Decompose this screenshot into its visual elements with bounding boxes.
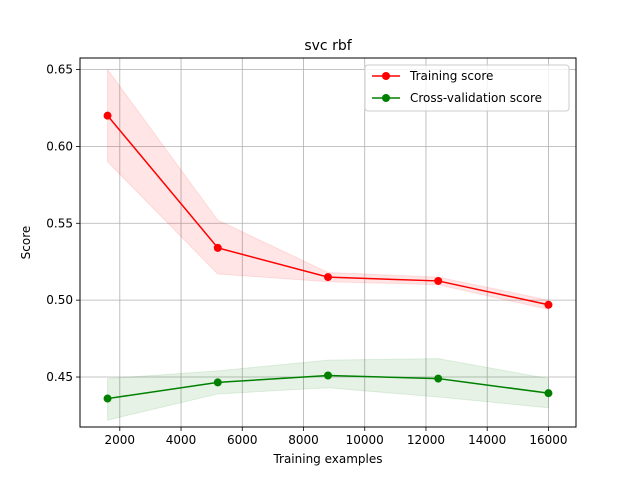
chart-title: svc rbf — [304, 38, 352, 54]
series-1-point — [544, 389, 553, 398]
legend: Training score Cross-validation score — [364, 64, 570, 112]
series-points — [103, 111, 553, 403]
x-tick-label: 16000 — [529, 433, 567, 447]
y-tick-label: 0.60 — [46, 139, 73, 153]
series-0-point — [213, 243, 222, 252]
legend-marker-0 — [382, 72, 390, 80]
series-1-confidence-band — [107, 358, 549, 421]
series-0-point — [434, 276, 443, 285]
series-1-point — [434, 374, 443, 383]
x-axis-label: Training examples — [272, 452, 382, 466]
series-1-point — [324, 371, 332, 380]
series-1-point — [103, 394, 112, 403]
x-tick-label: 12000 — [407, 433, 445, 447]
axis-ticks: 2000 4000 6000 8000 10000 12000 14000 16000 0.45… — [46, 63, 567, 447]
x-tick-label: 6000 — [227, 433, 258, 447]
y-tick-label: 0.50 — [46, 293, 73, 307]
series-1-point — [213, 378, 222, 387]
x-tick-label: 10000 — [346, 433, 384, 447]
axes-frame — [79, 57, 577, 428]
x-tick-label: 8000 — [288, 433, 319, 447]
x-tick-label: 4000 — [166, 433, 197, 447]
legend-label-0: Training score — [409, 69, 493, 83]
series-0-point — [103, 111, 112, 120]
x-tick-label: 2000 — [105, 433, 136, 447]
series-0-point — [324, 273, 332, 282]
y-tick-label: 0.55 — [46, 216, 73, 230]
legend-marker-1 — [382, 94, 390, 102]
y-axis-label: Score — [19, 226, 33, 260]
legend-box — [364, 64, 570, 112]
y-tick-label: 0.65 — [46, 63, 73, 77]
y-tick-label: 0.45 — [46, 370, 73, 384]
legend-label-1: Cross-validation score — [410, 91, 542, 105]
grid-lines — [80, 58, 576, 427]
series-0-point — [544, 300, 553, 309]
x-tick-label: 14000 — [468, 433, 506, 447]
